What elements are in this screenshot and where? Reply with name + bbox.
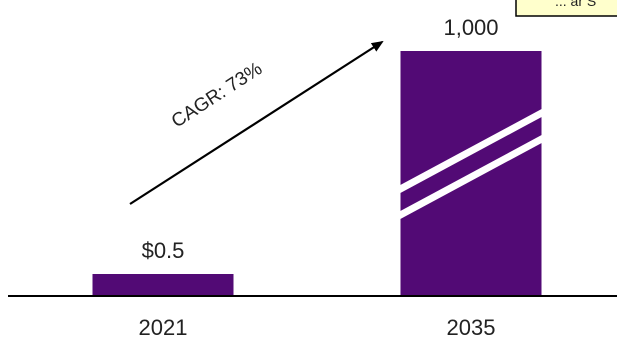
axis-break-group [396, 108, 546, 220]
callout-rect [515, 0, 617, 17]
cagr-arrow [129, 40, 384, 205]
value-label-2021: $0.5 [142, 238, 185, 263]
category-label-2021: 2021 [139, 315, 188, 339]
value-label-2035: 1,000 [443, 15, 498, 40]
axis-break-stripe [396, 134, 546, 220]
cagr-annotation: CAGR: 73% [168, 58, 266, 132]
bar-2021 [92, 274, 234, 296]
callout-box: ... ar S [515, 0, 617, 17]
axis-break-stripe [396, 108, 546, 194]
callout-text: ... ar S [555, 0, 596, 9]
labels-group: $0.5 2021 1,000 2035 [139, 15, 499, 339]
category-label-2035: 2035 [447, 315, 496, 339]
